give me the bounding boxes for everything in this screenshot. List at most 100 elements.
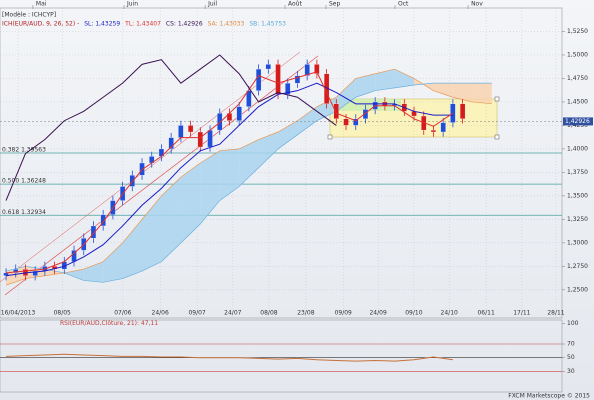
y-tick-label: 1,4000 bbox=[567, 145, 588, 152]
legend-item: CS: 1,42926 bbox=[166, 21, 203, 28]
y-tick-label: 1,4250 bbox=[567, 122, 588, 129]
candle-body bbox=[275, 64, 281, 95]
x-tick-label: 09/10 bbox=[405, 310, 422, 317]
candle-body bbox=[129, 175, 135, 187]
y-tick-label: 1,5000 bbox=[567, 51, 588, 58]
candle-body bbox=[236, 106, 242, 121]
cloud-fill bbox=[83, 261, 104, 283]
cloud-fill bbox=[219, 148, 240, 201]
legend-item: SA: 1,43033 bbox=[208, 21, 245, 28]
candle-body bbox=[304, 64, 310, 76]
candle-body bbox=[168, 137, 174, 150]
x-tick-label: 23/08 bbox=[297, 310, 314, 317]
candle-body bbox=[178, 125, 184, 138]
y-tick-label: 70 bbox=[567, 341, 575, 348]
cloud-fill bbox=[394, 69, 415, 88]
x-tick-label: 17/11 bbox=[513, 310, 530, 317]
y-tick-label: 1,3500 bbox=[567, 192, 588, 199]
candle-body bbox=[255, 68, 262, 91]
fib-label: 0.382 1.39563 bbox=[2, 147, 46, 154]
candle-body bbox=[32, 270, 38, 276]
last-price-box bbox=[563, 117, 593, 126]
y-tick-label: 30 bbox=[567, 368, 575, 375]
x2-tick-label: Juin bbox=[126, 1, 138, 8]
fib-label: 0.500 1.36248 bbox=[2, 178, 46, 185]
cloud-fill bbox=[258, 132, 279, 168]
legend-item: SL: 1,43259 bbox=[84, 21, 120, 28]
cloud-fill bbox=[433, 83, 453, 98]
y-tick-label: 50 bbox=[567, 354, 575, 361]
candle-body bbox=[207, 129, 213, 148]
candle-body bbox=[353, 118, 359, 126]
handle bbox=[494, 134, 500, 140]
x-tick-label: 07/06 bbox=[114, 310, 131, 317]
y-tick-label: 1,2750 bbox=[567, 263, 588, 270]
legend-item: SB: 1,45753 bbox=[249, 21, 286, 28]
x-tick-label: 24/10 bbox=[441, 310, 458, 317]
candle-body bbox=[450, 103, 456, 123]
candle-body bbox=[13, 269, 19, 274]
y-tick-label: 1,4750 bbox=[567, 75, 588, 82]
x-tick-label: 24/06 bbox=[152, 310, 169, 317]
candle-body bbox=[440, 122, 446, 133]
x2-tick-label: Mai bbox=[36, 1, 47, 8]
candle-body bbox=[197, 131, 203, 148]
footer: FXCM Marketscope © 2015 bbox=[508, 393, 590, 400]
x2-tick-label: Août bbox=[288, 1, 302, 8]
x-tick-label: 24/09 bbox=[369, 310, 386, 317]
y-tick-label: 1,3250 bbox=[567, 216, 588, 223]
drawings bbox=[0, 8, 562, 318]
cloud-fill bbox=[472, 83, 492, 104]
candle-body bbox=[333, 103, 339, 119]
candle-body bbox=[343, 118, 349, 126]
cloud-fill bbox=[375, 69, 395, 91]
y-tick-label: 1,3000 bbox=[567, 239, 588, 246]
cloud-fill bbox=[142, 195, 162, 272]
y-tick-label: 1,3750 bbox=[567, 169, 588, 176]
last-price-label: 1,42926 bbox=[565, 118, 590, 125]
cloud-fill bbox=[161, 177, 181, 262]
candle-body bbox=[246, 90, 252, 107]
cloud-fill bbox=[355, 73, 376, 98]
cloud-fill bbox=[200, 150, 220, 225]
rsi-title: RSI(EUR/AUD,Clôture, 21): 47,11 bbox=[60, 320, 158, 327]
x2-tick-label: Nov bbox=[471, 1, 483, 8]
x-tick-label: 06/11 bbox=[477, 310, 494, 317]
trend-line bbox=[4, 55, 319, 296]
y-tick-label: 1,5250 bbox=[567, 28, 588, 35]
cloud-fill bbox=[336, 78, 356, 112]
series-line bbox=[5, 71, 454, 274]
model-label: [Modèle : ICHCYP] bbox=[2, 12, 56, 19]
series-line bbox=[5, 54, 337, 201]
x2-tick-label: Oct bbox=[398, 1, 409, 8]
candle-body bbox=[314, 64, 320, 74]
candle-body bbox=[217, 113, 223, 131]
candle-body bbox=[90, 225, 97, 239]
x2-tick-label: Juil bbox=[207, 1, 217, 8]
cloud-fill bbox=[180, 163, 201, 243]
handle bbox=[327, 134, 333, 140]
cloud-line bbox=[5, 68, 492, 286]
legend-item: TL: 1,43407 bbox=[124, 21, 161, 28]
cloud-line bbox=[5, 82, 492, 283]
y-tick-label: 100 bbox=[567, 320, 579, 327]
candle-body bbox=[430, 129, 437, 133]
candle-body bbox=[294, 75, 301, 84]
y-tick-label: 1,2500 bbox=[567, 286, 588, 293]
cloud-fill bbox=[297, 106, 317, 135]
candle-body bbox=[362, 109, 369, 119]
cloud-fill bbox=[103, 242, 123, 283]
legend-item: ICH(EUR/AUD, 9, 26, 52) - bbox=[2, 21, 79, 28]
x-tick-label: 24/07 bbox=[224, 310, 241, 317]
x-tick-label: 16/04/2013 bbox=[1, 310, 36, 317]
cloud-fill bbox=[452, 83, 473, 102]
x-tick-label: 28/11 bbox=[547, 310, 564, 317]
x-tick-label: 09/09 bbox=[335, 310, 352, 317]
handle bbox=[494, 96, 500, 102]
x-tick-label: 08/08 bbox=[260, 310, 277, 317]
cloud-fill bbox=[122, 219, 143, 279]
main-frame bbox=[0, 7, 563, 319]
y-tick-label: 1,4500 bbox=[567, 98, 588, 105]
candle-body bbox=[265, 64, 271, 70]
